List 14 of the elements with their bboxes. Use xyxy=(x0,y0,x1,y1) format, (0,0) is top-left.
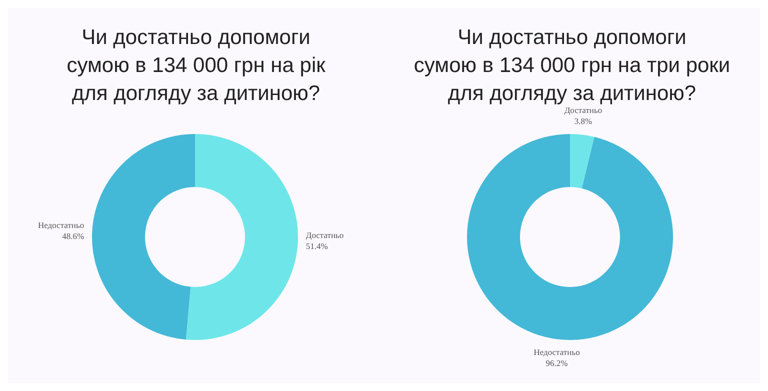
slice-label: Недостатньо xyxy=(38,220,84,230)
slice-label: Недостатньо xyxy=(534,347,580,358)
chart-title: Чи достатньо допомоги сумою в 134 000 грн на три роки для догляду за дитиною? xyxy=(412,25,732,107)
donut-slice xyxy=(570,134,594,188)
data-label: 3.8% xyxy=(574,116,592,126)
donut-slice xyxy=(186,134,298,340)
donut-slice xyxy=(92,134,195,340)
data-label: 96.2% xyxy=(546,358,568,368)
slice-label: Достатньо xyxy=(564,104,602,115)
slice-label: Достатньо xyxy=(306,230,344,240)
donut-slice xyxy=(467,134,673,340)
data-label: 48.6% xyxy=(62,231,84,242)
data-label: 51.4% xyxy=(306,240,328,251)
chart-title: Чи достатньо допомоги сумою в 134 000 грн на рік для догляду за дитиною? xyxy=(66,25,326,107)
